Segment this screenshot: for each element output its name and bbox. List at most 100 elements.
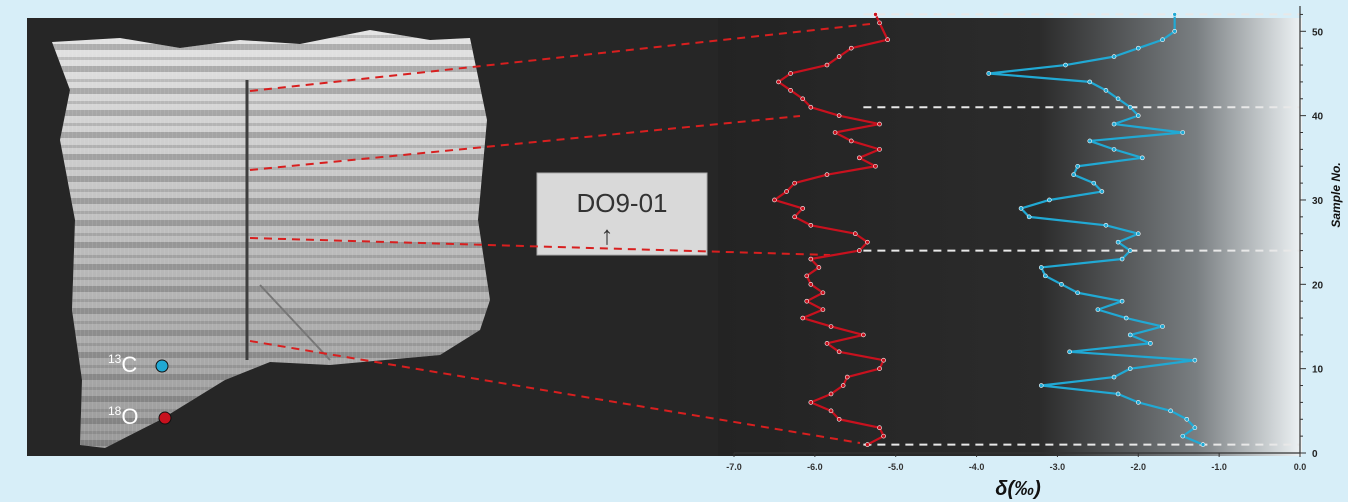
- x-tick-label: -4.0: [969, 462, 985, 472]
- data-point-18O: [772, 197, 777, 203]
- legend-carbon-dot: [155, 359, 169, 373]
- data-point-18O: [877, 121, 882, 127]
- data-point-13C: [1087, 138, 1093, 144]
- data-point-13C: [1063, 62, 1068, 68]
- x-tick-label: -7.0: [726, 462, 742, 472]
- correlation-lines: [249, 23, 871, 444]
- data-point-18O: [836, 416, 842, 422]
- y-tick-label: 20: [1312, 280, 1324, 291]
- x-tick-label: -3.0: [1050, 462, 1066, 472]
- data-point-18O: [792, 214, 797, 220]
- data-point-18O: [800, 206, 806, 211]
- data-point-18O: [877, 147, 882, 152]
- data-point-13C: [1018, 206, 1024, 211]
- data-point-13C: [1123, 315, 1129, 321]
- data-point-13C: [1135, 400, 1141, 405]
- data-point-13C: [1095, 307, 1101, 312]
- correlation-line: [249, 23, 871, 92]
- data-point-18O: [877, 425, 882, 430]
- data-point-18O: [848, 138, 854, 144]
- data-point-18O: [808, 400, 814, 405]
- data-point-18O: [865, 442, 870, 447]
- y-tick-label: 50: [1312, 27, 1324, 38]
- data-point-13C: [1111, 374, 1117, 380]
- data-point-18O: [824, 341, 830, 346]
- data-point-18O: [800, 315, 806, 321]
- legend-oxygen-dot: [158, 411, 172, 425]
- axes: -7.0 -6.0 -5.0 -4.0 -3.0 -2.0 -1.0 0.0 0 10 20 30 40…: [726, 6, 1324, 472]
- data-point-18O: [820, 290, 826, 296]
- data-point-13C: [1192, 425, 1198, 430]
- data-point-13C: [1087, 79, 1093, 85]
- data-point-13C: [1038, 265, 1044, 270]
- data-point-18O: [885, 37, 890, 43]
- specimen-label-text: DO9-01: [576, 188, 667, 218]
- data-point-13C: [1180, 130, 1186, 135]
- data-point-13C: [1091, 180, 1097, 186]
- data-point-13C: [1127, 366, 1133, 371]
- data-point-13C: [1135, 231, 1141, 237]
- data-point-13C: [1200, 442, 1206, 447]
- data-point-18O: [808, 104, 814, 110]
- data-point-13C: [1067, 349, 1072, 355]
- legend-oxygen-element: O: [121, 404, 138, 429]
- data-point-13C: [1180, 433, 1186, 439]
- data-point-13C: [1111, 54, 1117, 59]
- data-point-18O: [861, 332, 866, 338]
- data-point-13C: [1115, 239, 1121, 245]
- x-tick-label: 0.0: [1294, 462, 1307, 472]
- legend-carbon-sup: 13: [108, 352, 122, 366]
- data-point-18O: [824, 172, 830, 177]
- isotope-profile-chart: -7.0 -6.0 -5.0 -4.0 -3.0 -2.0 -1.0 0.0 0 10 20 30 40…: [726, 6, 1343, 500]
- data-point-13C: [1103, 222, 1109, 228]
- data-point-13C: [1059, 282, 1064, 287]
- data-point-13C: [1115, 391, 1121, 397]
- data-point-18O: [832, 130, 838, 135]
- data-point-18O: [836, 54, 842, 59]
- data-point-18O: [881, 433, 886, 439]
- series-group: [772, 12, 1206, 447]
- y-axis-title: Sample No.: [1329, 162, 1343, 227]
- data-point-18O: [877, 366, 882, 371]
- y-tick-label: 40: [1312, 112, 1324, 123]
- data-point-13C: [1168, 408, 1173, 414]
- data-point-13C: [1115, 96, 1121, 102]
- data-point-18O: [828, 391, 834, 397]
- data-point-13C: [1047, 197, 1052, 203]
- data-point-13C: [1111, 121, 1117, 127]
- data-point-18O: [804, 298, 810, 304]
- data-point-18O: [857, 248, 862, 253]
- data-point-13C: [1103, 88, 1109, 93]
- data-point-18O: [836, 349, 842, 355]
- data-point-13C: [1172, 12, 1177, 17]
- data-point-13C: [1075, 290, 1080, 296]
- legend-carbon-label: 13C: [108, 352, 137, 377]
- data-point-13C: [1192, 357, 1198, 363]
- sample-boundaries: [863, 13, 1300, 446]
- data-point-13C: [1127, 332, 1133, 338]
- y-tick-label: 0: [1312, 449, 1318, 460]
- legend-carbon-element: C: [121, 352, 137, 377]
- x-tick-label: -6.0: [807, 462, 823, 472]
- data-point-18O: [828, 324, 834, 329]
- data-point-18O: [873, 12, 878, 17]
- data-point-18O: [800, 96, 806, 102]
- data-point-18O: [840, 383, 846, 388]
- data-point-18O: [877, 20, 882, 26]
- data-point-13C: [1111, 147, 1117, 152]
- data-point-13C: [1140, 155, 1145, 161]
- data-point-18O: [808, 222, 814, 228]
- x-tick-label: -5.0: [888, 462, 904, 472]
- x-tick-label: -2.0: [1131, 462, 1147, 472]
- data-point-13C: [1148, 341, 1153, 346]
- x-tick-label: -1.0: [1211, 462, 1227, 472]
- correlation-line: [249, 237, 831, 256]
- data-point-18O: [828, 408, 834, 414]
- data-point-13C: [1135, 45, 1141, 51]
- legend: 13C 18O: [108, 352, 172, 429]
- data-point-13C: [1127, 104, 1133, 110]
- data-point-13C: [1135, 113, 1141, 118]
- data-point-18O: [836, 113, 842, 118]
- data-point-13C: [1184, 416, 1190, 422]
